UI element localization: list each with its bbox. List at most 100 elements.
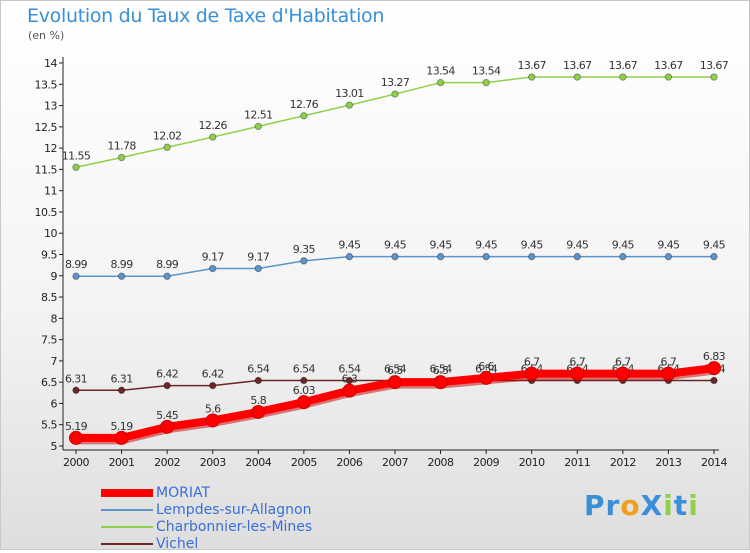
x-tick-label: 2006: [336, 456, 362, 469]
y-tick-label: 5: [51, 440, 58, 453]
data-point: [436, 78, 445, 87]
legend-label: MORIAT: [156, 485, 210, 501]
data-label: 12.76: [290, 98, 319, 111]
x-tick-label: 2005: [291, 456, 317, 469]
legend-label: Lempdes-sur-Allagnon: [156, 502, 312, 518]
data-point: [710, 252, 718, 261]
data-point: [619, 73, 627, 81]
data-label: 8.99: [111, 258, 134, 271]
x-tick-label: 2010: [519, 456, 545, 469]
data-label: 6.54: [430, 362, 453, 375]
proxiti-logo: ProXiti: [584, 489, 699, 522]
logo-letter: P: [584, 489, 606, 522]
legend-label: Charbonnier-les-Mines: [156, 519, 313, 535]
data-label: 9.45: [475, 239, 498, 252]
data-point: [619, 252, 627, 261]
data-label: 12.02: [153, 129, 182, 142]
y-tick-label: 5.5: [41, 419, 57, 432]
data-point: [69, 430, 83, 445]
data-point: [296, 395, 311, 410]
data-label: 9.45: [384, 239, 407, 252]
legend-swatch: [101, 526, 153, 528]
data-label: 11.78: [107, 139, 136, 152]
y-tick-label: 10.5: [35, 206, 58, 219]
data-label: 6.54: [247, 362, 270, 375]
chart-title: Evolution du Taux de Taxe d'Habitation: [27, 5, 385, 27]
data-label: 6.42: [202, 368, 224, 381]
x-tick-label: 2008: [428, 456, 454, 469]
logo-letter: i: [688, 489, 699, 522]
data-label: 6.42: [156, 368, 178, 381]
logo-letter: X: [640, 489, 664, 522]
data-label: 13.67: [563, 59, 592, 72]
data-point: [436, 252, 445, 261]
x-tick-label: 2004: [245, 456, 271, 469]
data-point: [254, 122, 262, 131]
y-tick-label: 8.5: [41, 291, 57, 304]
x-tick-label: 2007: [382, 456, 408, 469]
data-label: 6.03: [293, 384, 316, 397]
data-label: 8.99: [156, 258, 179, 271]
data-label: 9.45: [657, 239, 680, 252]
y-tick-label: 14: [44, 57, 57, 70]
data-point: [254, 264, 262, 273]
data-point: [72, 163, 80, 171]
data-label: 13.01: [335, 87, 364, 100]
data-label: 5.6: [205, 402, 221, 415]
data-point: [345, 101, 354, 109]
data-label: 13.67: [517, 59, 546, 72]
data-label: 9.45: [430, 239, 453, 252]
legend-item: Charbonnier-les-Mines: [101, 519, 401, 536]
data-label: 6.7: [661, 356, 677, 369]
data-point: [72, 386, 80, 394]
y-tick-label: 13.5: [35, 78, 58, 91]
data-label: 6.7: [615, 356, 631, 369]
legend-swatch: [101, 489, 153, 497]
data-point: [300, 112, 308, 120]
y-tick-label: 10: [44, 227, 57, 240]
data-point: [209, 264, 217, 273]
data-label: 6.31: [65, 372, 87, 385]
y-tick-label: 7: [51, 355, 58, 368]
data-label: 12.51: [244, 108, 273, 121]
data-label: 6.5: [433, 364, 449, 377]
data-point: [117, 386, 126, 394]
data-point: [163, 143, 171, 151]
data-point: [528, 252, 536, 261]
data-label: 6.7: [569, 356, 585, 369]
x-tick-label: 2001: [109, 456, 135, 469]
data-label: 11.55: [62, 149, 91, 162]
y-tick-label: 11: [44, 185, 57, 198]
data-label: 6.54: [293, 362, 316, 375]
data-point: [391, 252, 399, 261]
data-point: [209, 381, 217, 390]
data-label: 6.7: [524, 356, 540, 369]
data-point: [345, 252, 354, 261]
legend-label: Vichel: [156, 536, 199, 552]
data-point: [664, 252, 673, 261]
y-tick-label: 9: [51, 270, 58, 283]
x-tick-label: 2013: [655, 456, 681, 469]
chart-legend: MORIAT Lempdes-sur-Allagnon Charbonnier-le…: [101, 485, 401, 553]
y-tick-label: 9.5: [41, 249, 57, 262]
y-tick-label: 7.5: [41, 334, 57, 347]
legend-item: Lempdes-sur-Allagnon: [101, 502, 401, 519]
series-moriat: 5.19 5.19 5.45 5.6 5.8 6.03 6.3 6.5 6.5 6.6 6.7 6.7…: [65, 350, 726, 445]
data-point: [209, 133, 217, 141]
data-point: [573, 252, 581, 261]
data-label: 9.17: [202, 251, 225, 264]
data-label: 6.54: [338, 362, 361, 375]
x-tick-label: 2011: [564, 456, 590, 469]
data-label: 6.5: [387, 364, 403, 377]
chart-subtitle: (en %): [28, 29, 65, 42]
data-point: [391, 90, 399, 98]
legend-item: Vichel: [101, 536, 401, 553]
data-label: 9.45: [338, 239, 361, 252]
data-label: 6.31: [111, 372, 133, 385]
y-tick-label: 12.5: [35, 121, 58, 134]
data-point: [300, 257, 308, 265]
data-point: [163, 381, 171, 390]
data-label: 9.17: [247, 251, 270, 264]
